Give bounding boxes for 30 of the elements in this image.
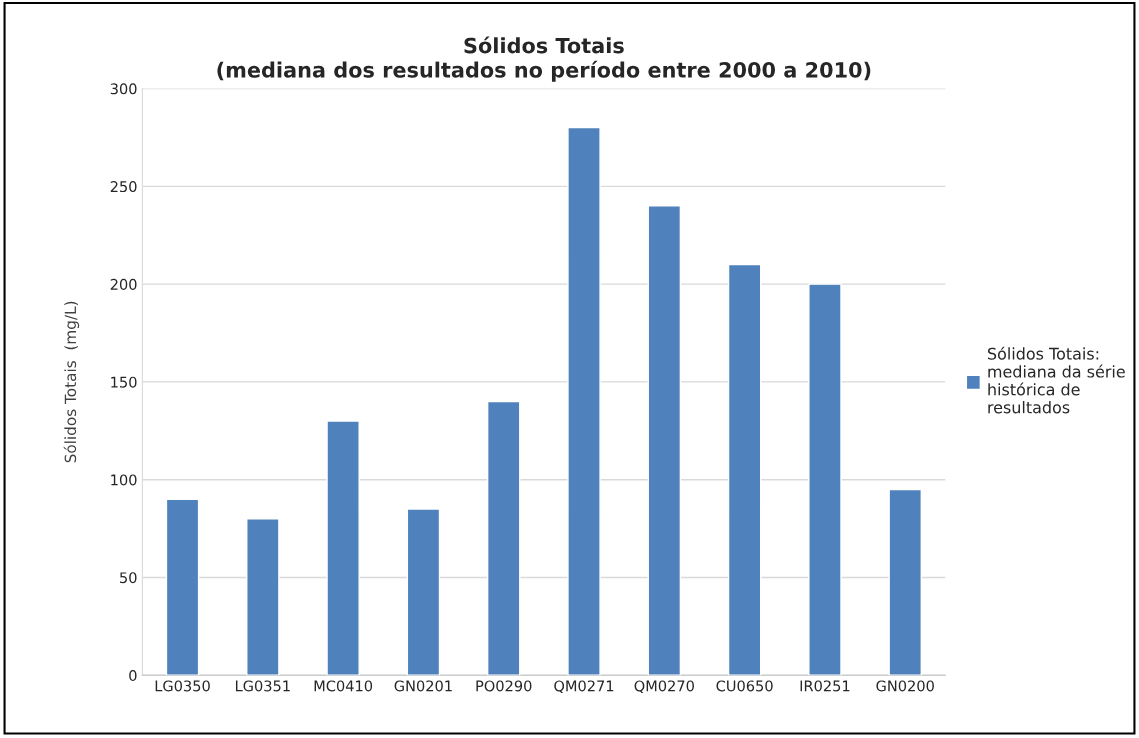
bar (326, 420, 360, 676)
y-tick-label: 300 (110, 83, 137, 95)
y-axis-title: Sólidos Totais (mg/L) (63, 301, 80, 463)
chart-title: Sólidos Totais (mediana dos resultados no período entre 2000 a 2010) (217, 36, 871, 82)
x-tick-label: LG0350 (155, 680, 210, 692)
bar (486, 400, 521, 676)
bar (406, 508, 441, 676)
bar (808, 283, 842, 676)
x-tick-label: QM0271 (554, 680, 614, 694)
y-tick-label: 50 (120, 572, 137, 584)
bar (246, 518, 280, 676)
x-tick-label: MC0410 (314, 680, 373, 692)
y-tick-label: 200 (110, 278, 137, 290)
bar (888, 488, 922, 676)
x-tick-label: LG0351 (235, 680, 290, 692)
bar (727, 263, 762, 676)
y-tick-label: 0 (129, 669, 137, 682)
y-tick-label: 150 (111, 376, 137, 388)
x-tick-label: PO0290 (476, 680, 532, 692)
x-tick-label: QM0270 (634, 680, 694, 694)
bar (567, 126, 601, 676)
legend-label: Sólidos Totais: mediana da série histórica de resultados (987, 346, 1125, 414)
bar (165, 498, 200, 676)
x-tick-label: GN0200 (876, 680, 934, 692)
x-tick-label: GN0201 (394, 680, 452, 692)
x-tick-label: IR0251 (800, 680, 850, 692)
x-tick-label: CU0650 (716, 680, 773, 692)
y-tick-label: 250 (110, 181, 137, 193)
y-tick-label: 100 (111, 474, 137, 486)
bar (647, 205, 682, 676)
